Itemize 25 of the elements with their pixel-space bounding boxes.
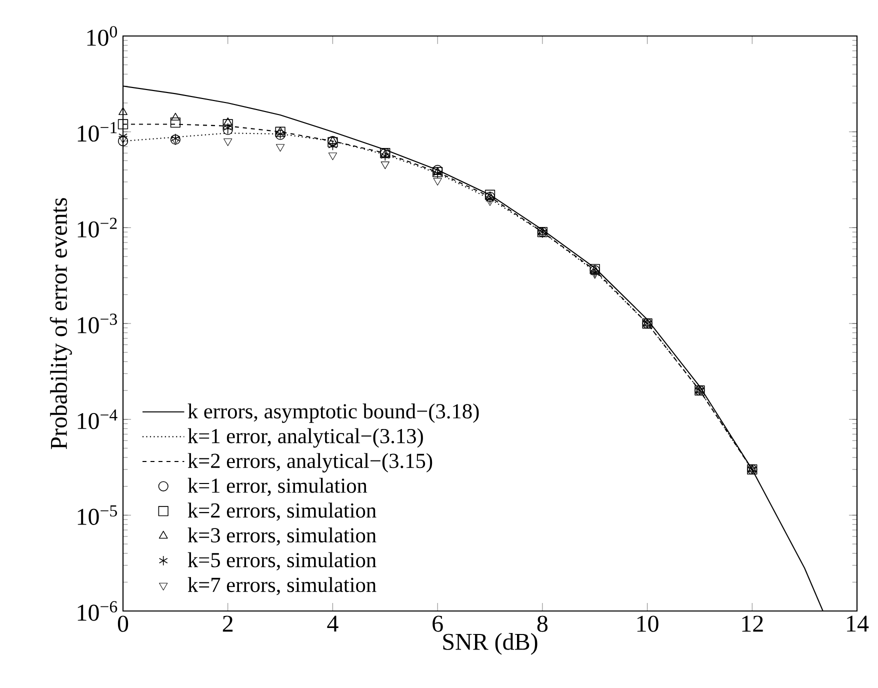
y-tick-label: 10$^{−1}$: [78, 122, 117, 142]
y-tick-label: 10$^{−2}$: [78, 218, 117, 238]
y-axis-title: Probability of error events: [50, 198, 72, 450]
legend-label: k=3 errors, simulation: [188, 527, 376, 546]
x-tick-label: 4: [327, 616, 338, 632]
legend-label: k errors, asymptotic bound−(3.18): [188, 403, 479, 423]
legend-label: k=2 errors, analytical−(3.15): [188, 453, 432, 472]
x-tick-label: 2: [222, 616, 233, 632]
y-tick-label: 10$^{0}$: [87, 26, 117, 46]
legend-label: k=1 error, analytical−(3.13): [188, 428, 423, 448]
y-tick-label: 10$^{−6}$: [78, 601, 118, 621]
y-tick-label: 10$^{−4}$: [78, 409, 118, 430]
x-tick-label: 8: [537, 616, 548, 632]
legend-label: k=5 errors, simulation: [188, 552, 376, 570]
x-tick-label: 6: [432, 616, 443, 632]
x-tick-label: 0: [118, 616, 128, 632]
legend-label: k=7 errors, simulation: [188, 577, 376, 596]
x-axis-title: SNR (dB): [443, 633, 538, 655]
y-tick-label: 10$^{−5}$: [78, 505, 117, 525]
y-tick-label: 10$^{−3}$: [78, 314, 117, 334]
x-tick-label: 12: [742, 616, 763, 632]
x-tick-label: 10: [637, 616, 658, 632]
legend-label: k=2 errors, simulation: [188, 502, 376, 521]
legend-label: k=1 error, simulation: [188, 478, 368, 496]
x-tick-label: 14: [847, 616, 869, 632]
